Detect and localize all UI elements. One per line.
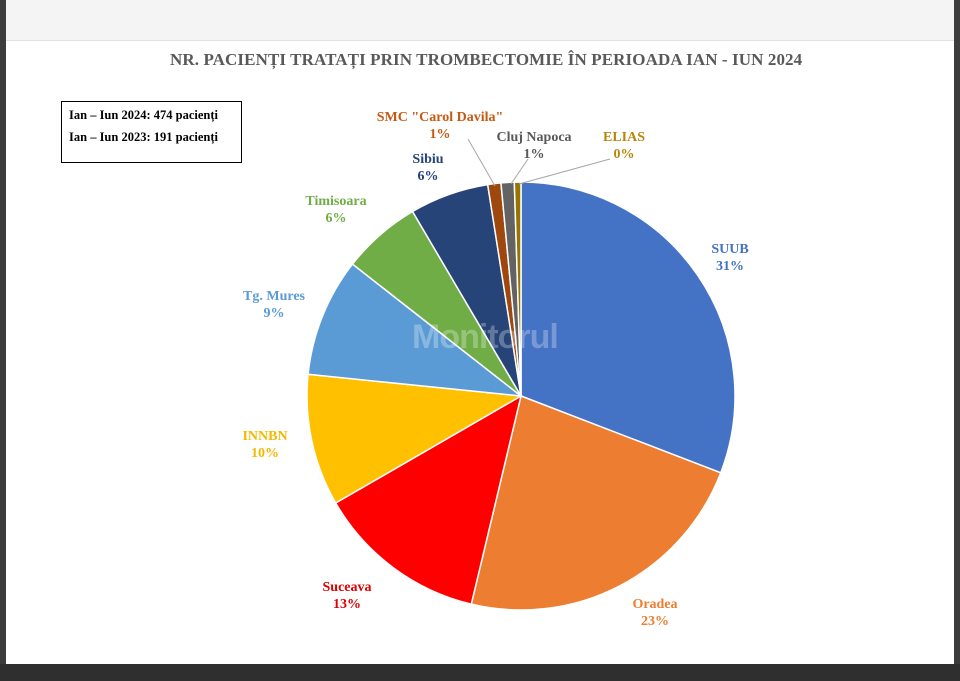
leader-line [467,138,496,187]
slice-percent-cluj-napoca: 1% [524,147,545,162]
totals-annotation-box: Ian – Iun 2024: 474 pacienți Ian – Iun 2… [61,101,242,163]
slice-percent-sibiu: 6% [418,169,439,184]
leader-line [518,158,611,185]
screen-bottom-band [0,664,960,681]
pie-slice-suub [520,181,736,474]
pie-slice-elias [513,181,522,397]
slice-percent-suceava: 13% [333,597,361,612]
leader-line [510,158,529,185]
slice-percent-suub: 31% [716,259,744,274]
slice-label-suceava: Suceava [323,580,372,595]
pie-slice-suceava [334,394,523,606]
pie-slice-tg-mures [307,263,524,398]
page-top-band [6,0,954,41]
slice-percent-timisoara: 6% [326,211,347,226]
slice-percent-tg-mures: 9% [264,306,285,321]
pie-chart: SUUB 31% Oradea 23% Suceava 13% INNBN 10% Tg. Mu… [242,110,748,629]
pie-slice-oradea [470,394,722,611]
slice-label-oradea: Oradea [632,597,677,612]
slice-label-cluj-napoca: Cluj Napoca [496,130,571,145]
slice-label-elias: ELIAS [603,130,645,145]
slice-label-innbn: INNBN [242,429,287,444]
totals-2023: Ian – Iun 2023: 191 pacienți [69,130,218,144]
slice-label-sibiu: Sibiu [412,152,443,167]
chart-title: NR. PACIENȚI TRATAȚI PRIN TROMBECTOMIE Î… [170,50,803,69]
slice-percent-innbn: 10% [251,446,279,461]
slice-label-timisoara: Timisoara [305,194,366,209]
slice-label-tg-mures: Tg. Mures [243,289,306,304]
slice-label-smc-carol-davila: SMC "Carol Davila" [377,110,504,125]
pie-slice-innbn [306,373,524,505]
slice-label-suub: SUUB [711,242,748,257]
slice-percent-elias: 0% [614,147,635,162]
totals-2024: Ian – Iun 2024: 474 pacienți [69,108,218,122]
watermark: Monitorul [412,318,559,356]
slice-percent-oradea: 23% [641,614,669,629]
slice-percent-smc-carol-davila: 1% [430,127,451,142]
